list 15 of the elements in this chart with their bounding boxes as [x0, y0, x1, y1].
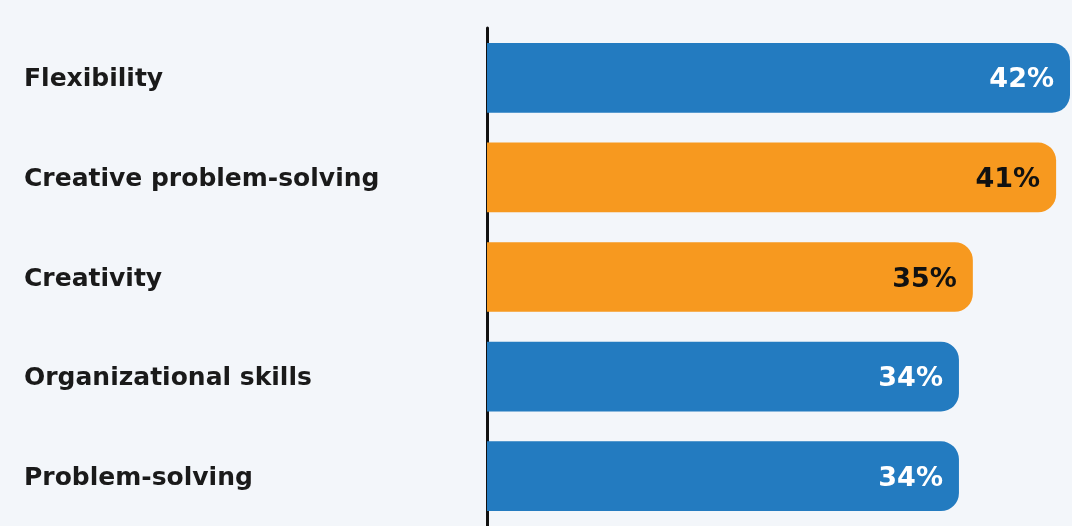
y-tick-label: Organizational skills — [24, 362, 312, 392]
y-tick-label: Flexibility — [24, 63, 164, 93]
data-label: 35% — [892, 261, 957, 293]
bar — [487, 441, 959, 512]
data-label: 41% — [975, 161, 1041, 193]
bar — [487, 42, 1070, 113]
y-tick-label: Creative problem-solving — [24, 162, 380, 192]
y-tick-label: Creativity — [24, 262, 163, 292]
data-label: 34% — [878, 460, 943, 492]
y-tick-label: Problem-solving — [24, 461, 253, 491]
bar — [487, 242, 973, 312]
data-label: 42% — [989, 62, 1054, 94]
bar — [487, 341, 959, 412]
data-label: 34% — [878, 361, 943, 393]
bar — [487, 142, 1057, 213]
